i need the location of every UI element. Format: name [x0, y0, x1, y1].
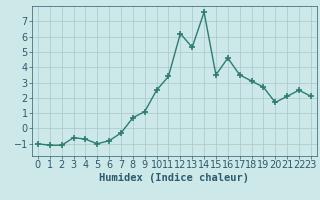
X-axis label: Humidex (Indice chaleur): Humidex (Indice chaleur)	[100, 173, 249, 183]
